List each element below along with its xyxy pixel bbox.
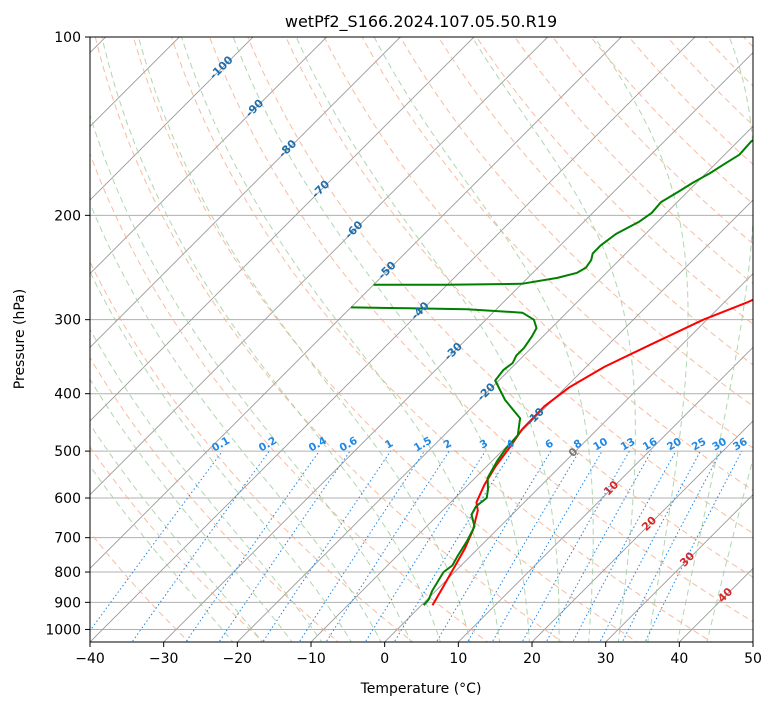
y-tick-label: 100 — [54, 30, 81, 46]
plot-frame — [89, 36, 754, 643]
x-tick-label: −40 — [75, 651, 105, 667]
mixing-ratio-line — [262, 450, 392, 642]
x-tick-label: 40 — [670, 651, 688, 667]
isotherm-line — [90, 37, 328, 275]
moist-adiabat-line — [90, 378, 293, 642]
isotherm-line — [605, 494, 753, 642]
isotherm-line — [90, 37, 622, 569]
mixing-ratio-line — [393, 450, 513, 642]
dry-adiabat-line — [209, 37, 753, 623]
dry-adiabat-line — [514, 37, 753, 285]
mixing-ratio-line — [572, 450, 677, 642]
isotherm-line — [531, 420, 753, 642]
mixing-ratio-line — [185, 450, 320, 642]
dry-adiabat-line — [90, 446, 265, 642]
dry-adiabat-line — [90, 152, 489, 642]
background-lines — [90, 37, 753, 642]
x-tick-label: 30 — [597, 651, 615, 667]
moist-adiabat-line — [90, 328, 323, 642]
moist-adiabat-line — [137, 37, 471, 642]
moist-adiabat-line — [295, 37, 560, 642]
x-tick-label: −10 — [296, 651, 326, 667]
isotherm-line — [457, 346, 753, 642]
dry-adiabat-line — [94, 37, 564, 642]
x-tick-label: 50 — [744, 651, 762, 667]
isotherm-line — [90, 37, 549, 496]
isotherm-line — [90, 37, 696, 642]
dewpoint_upper-profile-line — [373, 139, 753, 286]
mixing-ratio-line — [298, 450, 425, 642]
x-tick-label: −30 — [149, 651, 179, 667]
isotherm-line — [90, 37, 401, 348]
x-tick-label: 0 — [380, 651, 389, 667]
moist-adiabat-line — [90, 423, 264, 642]
chart-title: wetPf2_S166.2024.107.05.50.R19 — [285, 12, 557, 32]
dry-adiabat-line — [476, 37, 753, 325]
moist-adiabat-line — [676, 37, 753, 642]
moist-adiabat-line — [90, 202, 382, 642]
x-tick-label: 10 — [449, 651, 467, 667]
mixing-ratio-line — [599, 450, 701, 642]
dry-adiabat-line — [90, 260, 414, 642]
moist-adiabat-line — [373, 37, 594, 642]
mixing-ratio-line — [218, 450, 351, 642]
moist-adiabat-line — [90, 270, 352, 642]
y-tick-label: 400 — [54, 387, 81, 403]
y-tick-label: 500 — [54, 444, 81, 460]
x-tick-label: −20 — [223, 651, 253, 667]
moist-adiabat-line — [181, 37, 501, 642]
y-tick-label: 300 — [54, 313, 81, 329]
mixing-ratio-line — [466, 450, 580, 642]
x-tick-label: 20 — [523, 651, 541, 667]
dewpoint-profile-line — [350, 306, 538, 606]
moist-adiabat-line — [90, 113, 412, 642]
y-tick-label: 200 — [54, 208, 81, 224]
y-tick-label: 800 — [54, 565, 81, 581]
moist-adiabat-line — [593, 37, 689, 642]
isotherm-line — [90, 37, 254, 201]
mixing-ratio-line — [621, 450, 722, 642]
y-tick-label: 600 — [54, 491, 81, 507]
y-tick-label: 700 — [54, 531, 81, 547]
mixing-ratio-line — [131, 450, 270, 642]
y-axis-label: Pressure (hPa) — [12, 289, 28, 389]
moist-adiabat-line — [706, 456, 753, 642]
isotherm-line — [236, 125, 753, 642]
data-series — [350, 139, 753, 606]
isotherm-line — [163, 52, 753, 642]
y-tick-label: 900 — [54, 595, 81, 611]
isotherm-line — [90, 37, 475, 422]
isotherm-line — [384, 273, 753, 642]
temperature-profile-line — [431, 298, 753, 606]
axes: −40 −30 −20 −10 0 10 20 30 40 50 1000 900 800 700 600 5… — [45, 30, 762, 667]
y-tick-label: 1000 — [45, 622, 81, 638]
moist-adiabat-line — [232, 37, 530, 642]
mixing-ratio-line — [325, 450, 450, 642]
moist-adiabat-line — [471, 37, 636, 642]
mixing-ratio-line — [90, 450, 223, 632]
dry-adiabat-line — [132, 37, 638, 642]
isotherm-line — [310, 199, 753, 642]
x-axis-label: Temperature (°C) — [360, 681, 482, 697]
mixing-ratio-line — [364, 450, 486, 642]
moist-adiabat-line — [90, 465, 234, 642]
